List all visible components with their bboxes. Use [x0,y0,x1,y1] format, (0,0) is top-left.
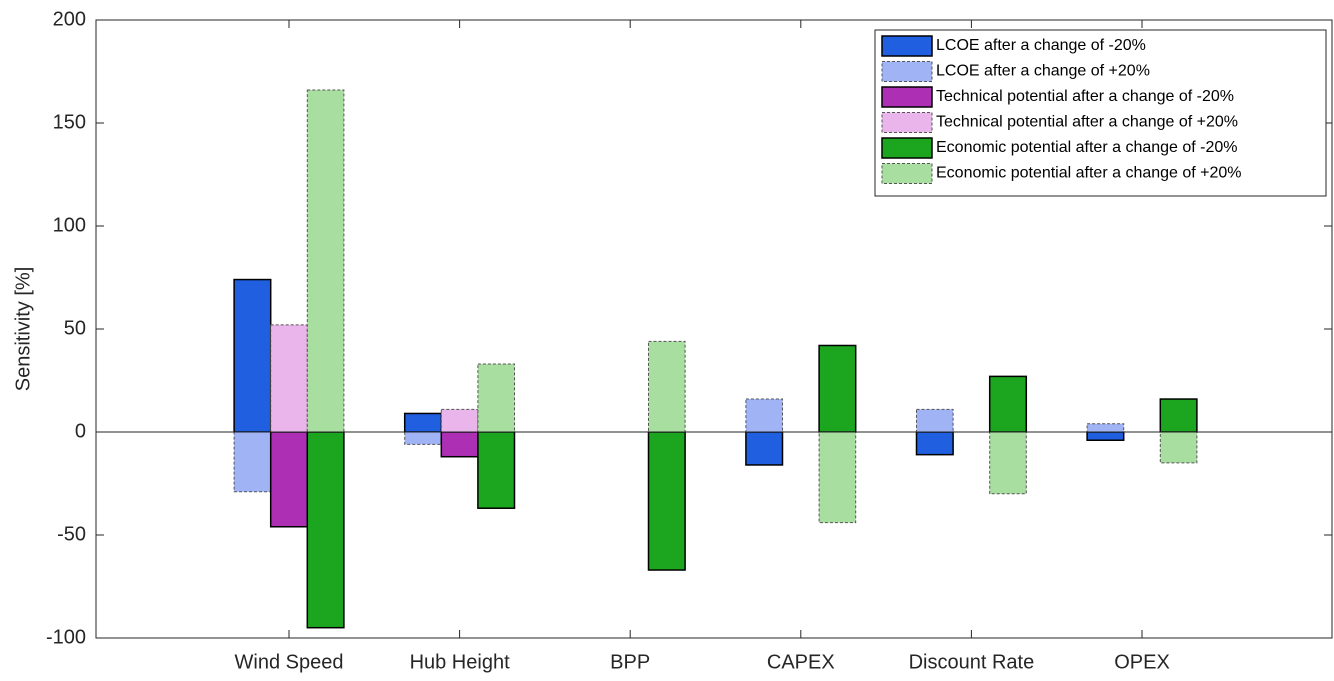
bar [988,375,1028,433]
bar [233,431,272,493]
axes-box [95,19,1333,639]
y-tick-label: 100 [53,214,86,236]
bar [818,431,857,524]
bar [648,340,686,433]
bar [404,431,442,445]
bar [306,431,345,629]
bar [477,363,515,433]
bar [440,408,479,433]
bar [818,344,857,433]
bar [745,398,784,433]
x-tick-label: Hub Height [410,651,511,673]
bar [1086,431,1125,441]
legend-label: Technical potential after a change of +2… [936,114,1238,131]
bar [915,431,954,456]
x-tick-label: Discount Rate [909,651,1035,673]
x-tick-label: Wind Speed [235,651,344,673]
legend-label: LCOE after a change of +20% [936,63,1150,80]
bar [403,412,443,433]
bar [233,278,272,433]
legend-box [874,29,1327,197]
bar [269,431,309,528]
bar [270,324,308,433]
bar [647,431,686,571]
legend-swatch [881,137,933,159]
legend-swatch [881,61,933,82]
y-tick-label: -50 [57,523,86,545]
x-tick-label: CAPEX [767,651,835,673]
legend-swatch [881,163,933,184]
legend-label: Technical potential after a change of -2… [936,88,1234,105]
legend-label: LCOE after a change of -20% [936,37,1146,54]
bar [1159,431,1198,464]
bar [477,431,516,509]
bar [916,408,954,433]
legend-swatch [881,35,933,57]
legend-swatch [881,112,933,133]
bar [1086,423,1125,433]
bar [1159,398,1198,433]
bar [989,431,1027,495]
x-tick-label: OPEX [1114,651,1170,673]
y-tick-label: 200 [53,8,86,30]
bar [440,431,479,458]
y-tick-label: -100 [46,626,86,648]
bar [745,431,784,466]
legend-label: Economic potential after a change of -20… [936,139,1238,156]
bar [306,89,345,433]
legend-label: Economic potential after a change of +20… [936,165,1242,182]
legend-swatch [881,86,933,108]
y-tick-label: 50 [64,317,86,339]
y-tick-label: 150 [53,111,86,133]
y-axis-label: Sensitivity [%] [12,267,34,391]
x-tick-label: BPP [610,651,650,673]
y-tick-label: 0 [75,420,86,442]
